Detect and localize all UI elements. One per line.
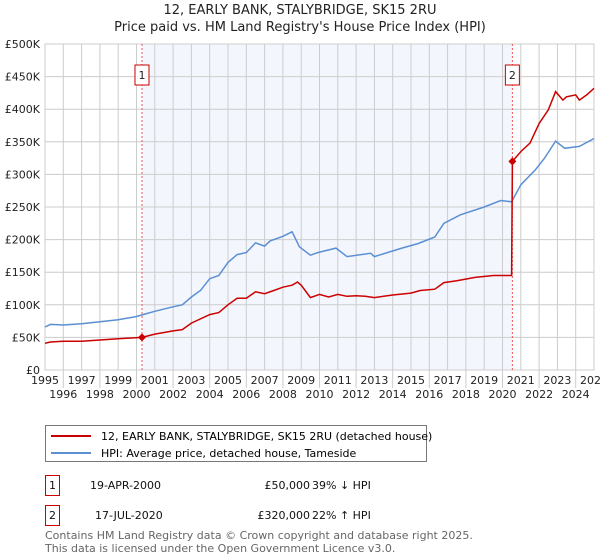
x-tick-label: 2000 (123, 388, 151, 401)
x-tick-label: 1996 (49, 388, 77, 401)
x-tick-label: 2007 (251, 374, 279, 387)
sale-price: £320,000 (257, 509, 311, 522)
legend-label: 12, EARLY BANK, STALYBRIDGE, SK15 2RU (d… (101, 429, 433, 443)
sale-date: 17-JUL-2020 (95, 509, 163, 522)
x-tick-label: 2012 (342, 388, 370, 401)
sale-point-marker (137, 333, 146, 342)
y-tick-label: £50K (12, 331, 41, 344)
x-tick-label: 2019 (470, 374, 498, 387)
x-tick-label: 1999 (104, 374, 132, 387)
x-tick-label: 2011 (324, 374, 352, 387)
sale-marker: 2 (45, 505, 60, 526)
legend-swatch (51, 452, 91, 454)
legend-swatch (51, 435, 91, 437)
y-tick-label: £400K (5, 103, 41, 116)
annotation-box (504, 64, 520, 86)
price-chart: 1995199619971998199920002001200220032004… (5, 38, 600, 401)
x-tick-label: 2008 (269, 388, 297, 401)
x-tick-label: 2024 (562, 388, 590, 401)
sale-point-marker (508, 157, 517, 166)
footer-copyright: Contains HM Land Registry data © Crown c… (45, 529, 473, 542)
x-tick-label: 2014 (379, 388, 407, 401)
x-tick-label: 2009 (287, 374, 315, 387)
x-tick-label: 2020 (489, 388, 517, 401)
x-tick-label: 1998 (86, 388, 114, 401)
x-tick-label: 2018 (452, 388, 480, 401)
x-tick-label: 2001 (141, 374, 169, 387)
legend-item-hpi: HPI: Average price, detached house, Tame… (46, 445, 356, 461)
y-tick-label: £300K (5, 168, 41, 181)
hpi-line (44, 137, 595, 328)
y-tick-label: £350K (5, 136, 41, 149)
property-price-line (44, 87, 595, 345)
x-tick-label: 2021 (507, 374, 535, 387)
annotation-box (134, 64, 150, 86)
legend: 12, EARLY BANK, STALYBRIDGE, SK15 2RU (d… (45, 425, 432, 462)
x-tick-label: 2025 (580, 374, 600, 387)
chart-subtitle: Price paid vs. HM Land Registry's House … (114, 20, 486, 35)
legend-label: HPI: Average price, detached house, Tame… (101, 446, 357, 460)
x-tick-label: 2006 (232, 388, 260, 401)
y-tick-label: £500K (5, 38, 41, 51)
x-tick-label: 2002 (159, 388, 187, 401)
x-tick-label: 2005 (214, 374, 242, 387)
y-tick-label: £0 (26, 364, 40, 377)
x-tick-label: 1995 (31, 374, 59, 387)
sale-marker: 1 (45, 475, 60, 496)
x-tick-label: 2013 (360, 374, 388, 387)
sale-hpi-diff: 22% ↑ HPI (312, 509, 371, 522)
x-tick-label: 2016 (415, 388, 443, 401)
footer-licence: This data is licensed under the Open Gov… (45, 542, 396, 555)
y-tick-label: £150K (5, 266, 41, 279)
footer: Contains HM Land Registry data © Crown c… (45, 529, 473, 555)
y-tick-label: £250K (5, 201, 41, 214)
sale-price: £50,000 (264, 479, 311, 492)
y-tick-label: £450K (5, 71, 41, 84)
annotation-label: 2 (509, 69, 516, 82)
chart-title: 12, EARLY BANK, STALYBRIDGE, SK15 2RU (163, 3, 437, 18)
x-tick-label: 2023 (543, 374, 571, 387)
x-tick-label: 2003 (177, 374, 205, 387)
plot-frame (44, 43, 595, 371)
x-tick-label: 2004 (196, 388, 224, 401)
x-tick-label: 2022 (525, 388, 553, 401)
x-tick-label: 2010 (306, 388, 334, 401)
y-tick-label: £200K (5, 234, 41, 247)
x-tick-label: 2015 (397, 374, 425, 387)
x-tick-label: 2017 (434, 374, 462, 387)
legend-item-property: 12, EARLY BANK, STALYBRIDGE, SK15 2RU (d… (46, 428, 432, 444)
x-tick-label: 1997 (68, 374, 96, 387)
y-tick-label: £100K (5, 299, 41, 312)
annotation-label: 1 (138, 69, 145, 82)
sale-date: 19-APR-2000 (90, 479, 162, 492)
sale-hpi-diff: 39% ↓ HPI (312, 479, 371, 492)
